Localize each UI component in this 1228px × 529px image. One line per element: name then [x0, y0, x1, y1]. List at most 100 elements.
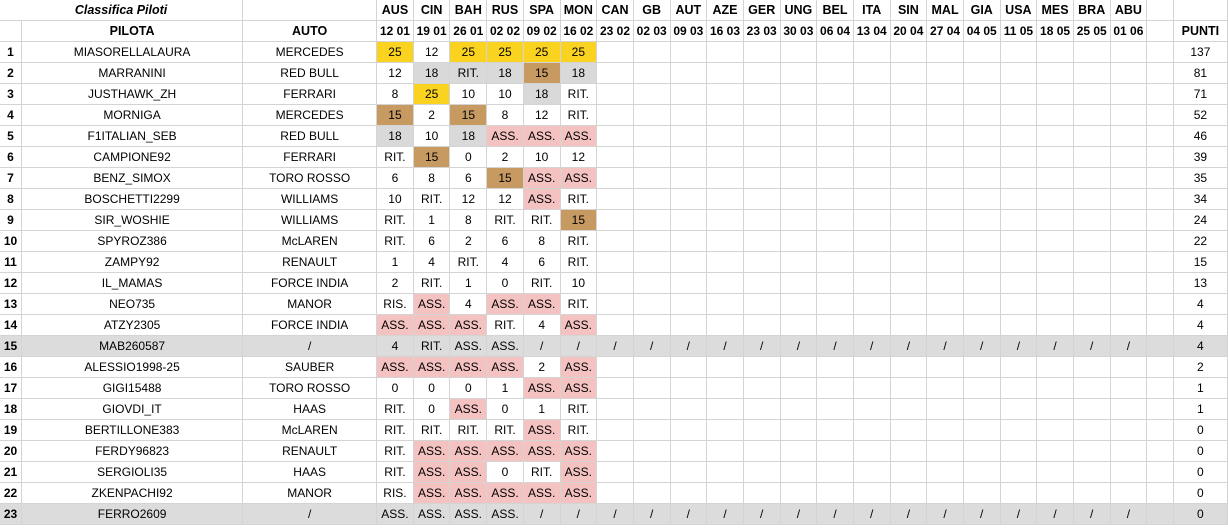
points-cell[interactable]: 22 — [1173, 230, 1228, 252]
empty-cell[interactable] — [963, 125, 1001, 147]
empty-cell[interactable] — [780, 461, 818, 483]
empty-cell[interactable] — [596, 440, 634, 462]
empty-cell[interactable] — [853, 419, 891, 441]
result-cell[interactable]: RIT. — [413, 188, 451, 210]
car-cell[interactable]: McLAREN — [242, 230, 378, 252]
race-date-bah[interactable]: 26 01 — [449, 20, 488, 42]
result-cell[interactable]: RIT. — [523, 461, 561, 483]
empty-cell[interactable] — [1000, 230, 1038, 252]
empty-cell[interactable] — [1146, 419, 1174, 441]
empty-cell[interactable] — [670, 62, 708, 84]
result-cell[interactable]: 2 — [449, 230, 488, 252]
empty-cell[interactable] — [1000, 419, 1038, 441]
pilot-name-cell[interactable]: MARRANINI — [21, 62, 244, 84]
result-cell[interactable]: ASS. — [486, 293, 524, 315]
empty-cell[interactable] — [743, 293, 781, 315]
result-cell[interactable]: ASS. — [560, 125, 598, 147]
empty-cell[interactable] — [1146, 230, 1174, 252]
empty-cell[interactable] — [1146, 461, 1174, 483]
race-date-usa[interactable]: 11 05 — [1000, 20, 1038, 42]
pilot-name-cell[interactable]: MAB260587 — [21, 335, 244, 357]
punti-header[interactable]: PUNTI — [1173, 20, 1228, 42]
empty-cell[interactable] — [706, 398, 744, 420]
race-date-aze[interactable]: 16 03 — [706, 20, 744, 42]
empty-cell[interactable] — [1146, 377, 1174, 399]
position-cell[interactable]: 23 — [0, 503, 23, 525]
empty-cell[interactable] — [1036, 461, 1074, 483]
result-cell[interactable]: ASS. — [486, 356, 524, 378]
result-cell[interactable]: ASS. — [560, 482, 598, 504]
result-cell[interactable]: 10 — [449, 83, 488, 105]
empty-cell[interactable] — [1110, 482, 1148, 504]
empty-cell[interactable] — [596, 419, 634, 441]
empty-cell[interactable] — [1000, 125, 1038, 147]
result-cell[interactable]: ASS. — [413, 461, 451, 483]
empty-cell[interactable] — [706, 314, 744, 336]
race-name-abu[interactable]: ABU — [1110, 0, 1148, 21]
result-cell[interactable]: ASS. — [523, 377, 561, 399]
car-cell[interactable]: WILLIAMS — [242, 188, 378, 210]
position-cell[interactable]: 1 — [0, 41, 23, 63]
empty-cell[interactable] — [1073, 272, 1111, 294]
empty-cell[interactable] — [890, 251, 928, 273]
result-cell[interactable]: 12 — [523, 104, 561, 126]
result-cell[interactable]: ASS. — [486, 440, 524, 462]
result-cell[interactable]: 4 — [449, 293, 488, 315]
empty-cell[interactable] — [816, 167, 854, 189]
result-cell[interactable]: 10 — [486, 83, 524, 105]
empty-cell[interactable] — [926, 230, 964, 252]
result-cell[interactable]: ASS. — [449, 335, 488, 357]
empty-cell[interactable] — [706, 209, 744, 231]
empty-cell[interactable] — [780, 167, 818, 189]
empty-cell[interactable] — [1000, 272, 1038, 294]
result-cell[interactable]: / — [743, 503, 781, 525]
pilot-name-cell[interactable]: BOSCHETTI2299 — [21, 188, 244, 210]
empty-cell[interactable] — [670, 314, 708, 336]
empty-cell[interactable] — [926, 188, 964, 210]
race-name-bra[interactable]: BRA — [1073, 0, 1111, 21]
empty-cell[interactable] — [816, 62, 854, 84]
result-cell[interactable]: 2 — [523, 356, 561, 378]
empty-cell[interactable] — [853, 41, 891, 63]
result-cell[interactable]: 1 — [413, 209, 451, 231]
empty-cell[interactable] — [926, 419, 964, 441]
empty-cell[interactable] — [926, 41, 964, 63]
result-cell[interactable]: 0 — [486, 461, 524, 483]
empty-cell[interactable] — [1073, 398, 1111, 420]
position-cell[interactable]: 13 — [0, 293, 23, 315]
empty-cell[interactable] — [670, 482, 708, 504]
result-cell[interactable]: 0 — [413, 377, 451, 399]
result-cell[interactable]: RIT. — [376, 230, 414, 252]
pilot-name-cell[interactable]: GIOVDI_IT — [21, 398, 244, 420]
empty-cell[interactable] — [706, 146, 744, 168]
result-cell[interactable]: 1 — [449, 272, 488, 294]
empty-cell[interactable] — [706, 272, 744, 294]
empty-cell[interactable] — [926, 104, 964, 126]
empty-cell[interactable] — [1000, 251, 1038, 273]
position-cell[interactable]: 12 — [0, 272, 23, 294]
empty-cell[interactable] — [853, 272, 891, 294]
empty-cell[interactable] — [780, 188, 818, 210]
empty-cell[interactable] — [853, 104, 891, 126]
result-cell[interactable]: 0 — [486, 272, 524, 294]
result-cell[interactable]: / — [523, 335, 561, 357]
result-cell[interactable]: ASS. — [413, 356, 451, 378]
position-cell[interactable]: 18 — [0, 398, 23, 420]
empty-cell[interactable] — [926, 293, 964, 315]
empty-cell[interactable] — [926, 314, 964, 336]
empty-cell[interactable] — [1073, 62, 1111, 84]
race-name-mes[interactable]: MES — [1036, 0, 1074, 21]
result-cell[interactable]: ASS. — [449, 482, 488, 504]
result-cell[interactable]: 8 — [486, 104, 524, 126]
empty-cell[interactable] — [780, 419, 818, 441]
race-date-mal[interactable]: 27 04 — [926, 20, 964, 42]
result-cell[interactable]: 4 — [523, 314, 561, 336]
race-name-can[interactable]: CAN — [596, 0, 634, 21]
race-date-ung[interactable]: 30 03 — [780, 20, 818, 42]
empty-cell[interactable] — [890, 398, 928, 420]
empty-cell[interactable] — [1073, 377, 1111, 399]
result-cell[interactable]: / — [963, 503, 1001, 525]
empty-cell[interactable] — [706, 356, 744, 378]
empty-cell[interactable] — [1110, 146, 1148, 168]
result-cell[interactable]: 6 — [486, 230, 524, 252]
